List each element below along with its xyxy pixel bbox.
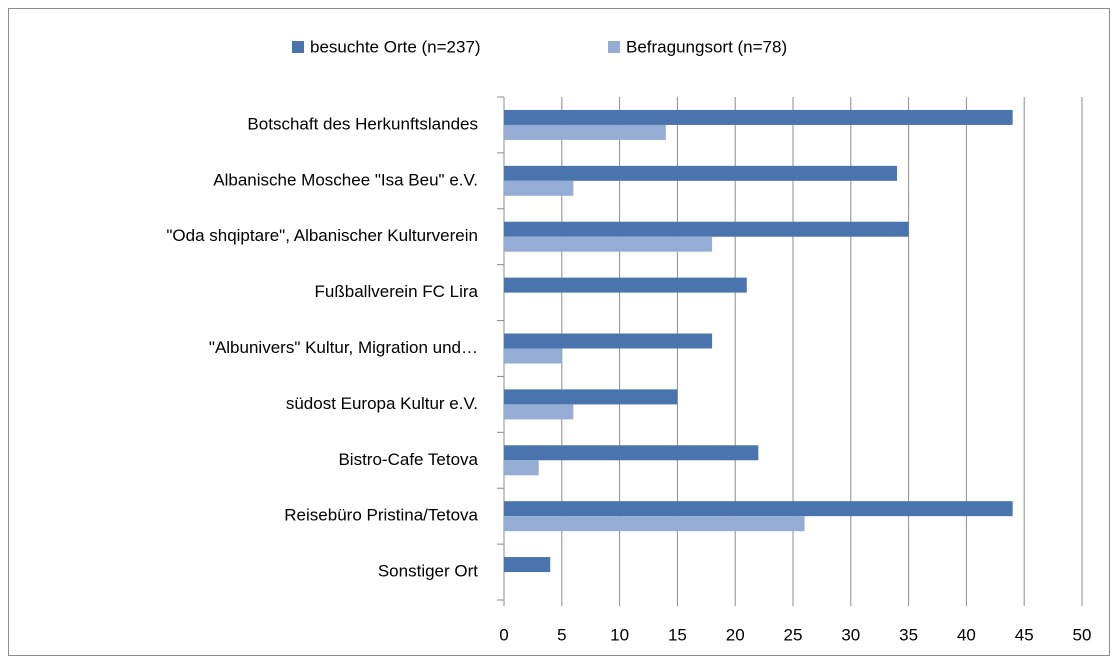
y-tick-label: Botschaft des Herkunftslandes: [247, 114, 478, 133]
bar: [504, 236, 713, 252]
x-tick-label: 45: [1015, 625, 1034, 644]
bar: [504, 348, 562, 364]
x-tick-label: 0: [499, 625, 508, 644]
legend-swatch: [292, 41, 304, 53]
legend-label: Befragungsort (n=78): [626, 37, 787, 56]
legend-swatch: [608, 41, 620, 53]
bar: [504, 165, 898, 181]
bar: [504, 180, 574, 196]
bar: [504, 501, 1013, 517]
legend-label: besuchte Orte (n=237): [310, 37, 481, 56]
bar: [504, 516, 805, 532]
x-tick-label: 5: [557, 625, 566, 644]
chart-border: [8, 8, 1110, 656]
x-tick-label: 40: [957, 625, 976, 644]
bar: [504, 557, 551, 573]
y-tick-label: südost Europa Kultur e.V.: [286, 394, 478, 413]
y-tick-label: Sonstiger Ort: [378, 562, 478, 581]
x-tick-label: 50: [1073, 625, 1092, 644]
bar: [504, 389, 678, 405]
bar: [504, 333, 713, 349]
y-tick-label: Albanische Moschee "Isa Beu" e.V.: [213, 170, 478, 189]
x-tick-label: 35: [899, 625, 918, 644]
bar: [504, 277, 747, 293]
bar: [504, 404, 574, 420]
bar: [504, 221, 909, 237]
y-tick-label: "Albunivers" Kultur, Migration und…: [209, 338, 478, 357]
x-tick-label: 30: [841, 625, 860, 644]
x-tick-label: 10: [610, 625, 629, 644]
y-tick-label: Fußballverein FC Lira: [315, 282, 479, 301]
bar: [504, 109, 1013, 125]
x-tick-label: 25: [784, 625, 803, 644]
bar: [504, 445, 759, 461]
bar: [504, 124, 666, 140]
x-tick-label: 20: [726, 625, 745, 644]
y-tick-label: Bistro-Cafe Tetova: [338, 450, 478, 469]
bar: [504, 460, 539, 476]
x-tick-label: 15: [668, 625, 687, 644]
y-tick-label: "Oda shqiptare", Albanischer Kulturverei…: [166, 226, 478, 245]
y-tick-label: Reisebüro Pristina/Tetova: [284, 506, 478, 525]
